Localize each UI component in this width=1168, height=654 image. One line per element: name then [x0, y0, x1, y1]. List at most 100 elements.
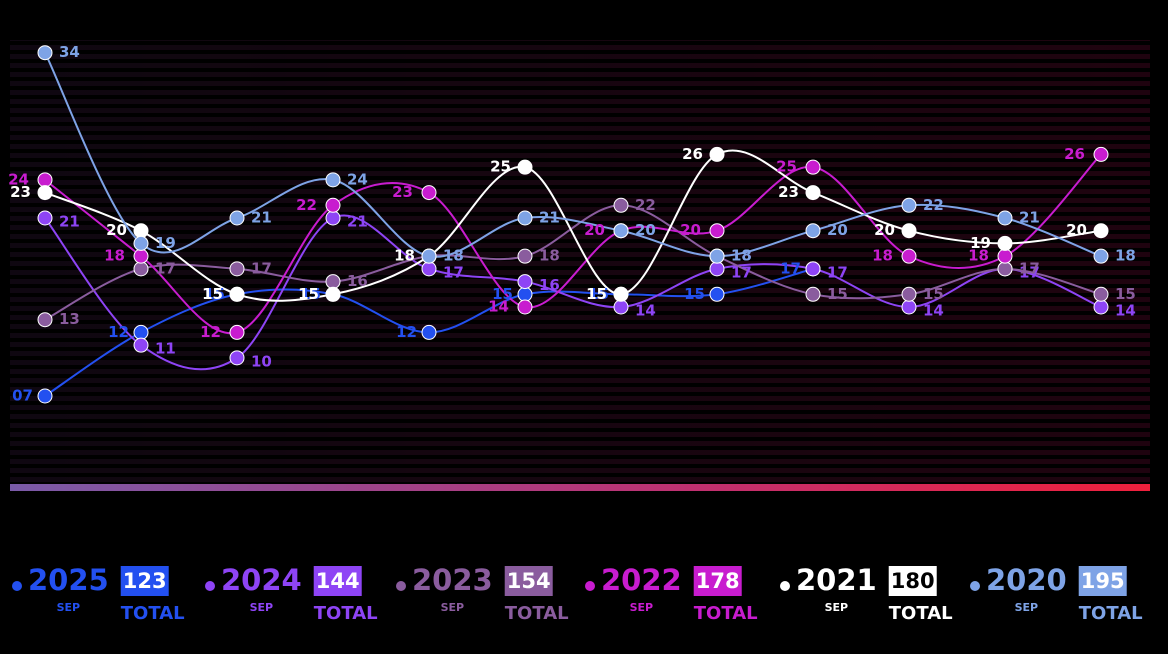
data-point: [805, 223, 821, 239]
data-label: 23: [392, 183, 413, 201]
data-label: 18: [443, 247, 464, 265]
legend-total: 123: [123, 569, 167, 593]
data-label: 15: [923, 285, 944, 303]
data-label: 15: [1115, 285, 1136, 303]
data-point: [517, 210, 533, 226]
data-point: [325, 286, 341, 302]
data-point: [805, 261, 821, 277]
legend-total: 195: [1081, 569, 1125, 593]
data-point: [613, 299, 629, 315]
data-point: [133, 235, 149, 251]
data-label: 15: [492, 285, 513, 303]
legend-total-box: [120, 566, 169, 596]
legend-period: SEP: [250, 601, 274, 614]
data-label: 17: [155, 259, 176, 277]
data-label: 17: [1019, 263, 1040, 281]
data-label: 26: [682, 145, 703, 163]
data-point: [133, 337, 149, 353]
data-label: 21: [1019, 209, 1040, 227]
legend-dot: [205, 581, 215, 591]
data-point: [325, 210, 341, 226]
data-label: 20: [874, 221, 895, 239]
data-point: [997, 235, 1013, 251]
data-point: [997, 261, 1013, 277]
data-label: 17: [827, 263, 848, 281]
data-label: 21: [251, 209, 272, 227]
legend-year: 2021: [796, 563, 877, 597]
data-point: [709, 248, 725, 264]
legend-total: 154: [507, 569, 551, 593]
data-point: [1093, 286, 1109, 302]
data-label: 18: [872, 247, 893, 265]
data-point: [37, 210, 53, 226]
data-point: [229, 286, 245, 302]
data-point: [1093, 146, 1109, 162]
data-point: [133, 324, 149, 340]
data-point: [1093, 248, 1109, 264]
data-label: 21: [59, 213, 80, 231]
legend-dot: [970, 581, 980, 591]
data-point: [901, 248, 917, 264]
legend-total-box: [1078, 566, 1127, 596]
data-label: 12: [396, 323, 417, 341]
data-point: [421, 185, 437, 201]
data-point: [229, 350, 245, 366]
data-label: 18: [104, 247, 125, 265]
data-label: 23: [778, 183, 799, 201]
data-label: 11: [155, 340, 176, 358]
data-label: 20: [827, 221, 848, 239]
data-point: [709, 261, 725, 277]
legend-year: 2020: [986, 563, 1067, 597]
legend-total-box: [693, 566, 742, 596]
data-point: [37, 185, 53, 201]
legend-total-label: TOTAL: [314, 603, 378, 624]
data-label: 15: [204, 285, 225, 303]
data-label: 14: [488, 298, 509, 316]
data-label: 15: [588, 285, 609, 303]
legend-period: SEP: [57, 601, 81, 614]
data-label: 22: [296, 196, 317, 214]
data-label: 25: [776, 158, 797, 176]
data-point: [517, 299, 533, 315]
data-label: 26: [1064, 145, 1085, 163]
data-label: 21: [347, 213, 368, 231]
data-label: 18: [394, 247, 415, 265]
data-point: [133, 223, 149, 239]
data-point: [325, 274, 341, 290]
legend-dot: [396, 581, 406, 591]
data-label: 15: [827, 285, 848, 303]
legend-period: SEP: [1015, 601, 1039, 614]
data-point: [709, 286, 725, 302]
data-point: [517, 159, 533, 175]
data-point: [805, 159, 821, 175]
data-label: 14: [923, 302, 944, 320]
data-point: [997, 210, 1013, 226]
data-point: [229, 210, 245, 226]
data-label: 14: [635, 302, 656, 320]
data-point: [901, 223, 917, 239]
data-point: [901, 299, 917, 315]
legend-total-label: TOTAL: [121, 603, 185, 624]
data-point: [229, 261, 245, 277]
data-label: 18: [539, 247, 560, 265]
data-point: [421, 248, 437, 264]
data-point: [37, 388, 53, 404]
data-label: 12: [200, 323, 221, 341]
data-label: 24: [347, 170, 368, 188]
data-label: 15: [586, 285, 607, 303]
data-label: 12: [108, 323, 129, 341]
data-point: [709, 146, 725, 162]
data-label: 23: [10, 183, 31, 201]
data-label: 18: [731, 247, 752, 265]
data-point: [901, 286, 917, 302]
data-label: 15: [300, 285, 321, 303]
legend-total-label: TOTAL: [694, 603, 758, 624]
legend-total-box: [504, 566, 553, 596]
legend-dot: [585, 581, 595, 591]
legend-total-label: TOTAL: [889, 603, 953, 624]
data-label: 22: [635, 196, 656, 214]
legend-total: 144: [316, 569, 360, 593]
data-label: 18: [443, 247, 464, 265]
data-label: 22: [923, 196, 944, 214]
